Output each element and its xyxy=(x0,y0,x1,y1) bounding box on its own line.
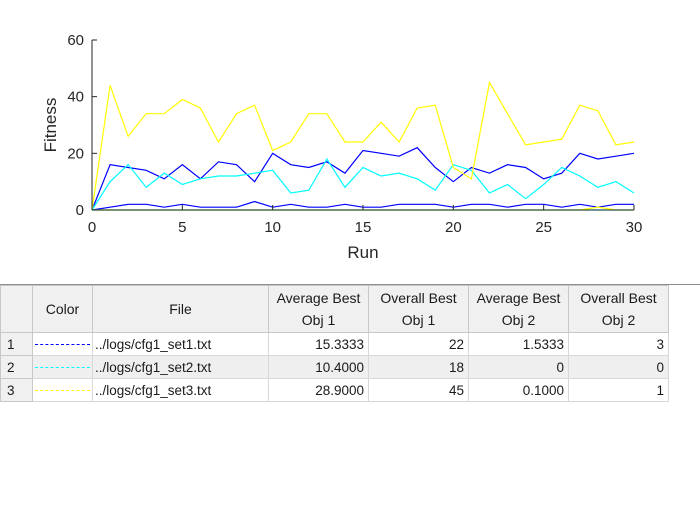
x-tick-label: 15 xyxy=(355,219,372,236)
x-axis-label: Run xyxy=(347,243,378,262)
column-header-overall-obj2[interactable]: Overall Best Obj 2 xyxy=(568,285,669,333)
results-table-panel: Color File Average Best Obj 1 Overall Bes… xyxy=(0,284,700,525)
series-line-1 xyxy=(91,146,635,211)
column-header-avg-obj1[interactable]: Average Best Obj 1 xyxy=(268,285,369,333)
file-cell[interactable]: ../logs/cfg1_set1.txt xyxy=(92,332,269,356)
x-tick-label: 5 xyxy=(178,219,186,236)
avg-obj2-cell[interactable]: 0 xyxy=(468,355,569,379)
overall-obj2-cell[interactable]: 0 xyxy=(568,355,669,379)
avg-obj2-cell[interactable]: 1.5333 xyxy=(468,332,569,356)
column-header-file[interactable]: File xyxy=(92,285,269,333)
x-tick-label: 10 xyxy=(264,219,281,236)
line-color-swatch[interactable] xyxy=(32,332,93,356)
table-header-row: Color File Average Best Obj 1 Overall Bes… xyxy=(0,285,669,333)
overall-obj1-cell[interactable]: 45 xyxy=(368,378,469,402)
column-header-color[interactable]: Color xyxy=(32,285,93,333)
y-tick-label: 40 xyxy=(67,89,84,106)
x-tick-label: 0 xyxy=(88,219,96,236)
row-number[interactable]: 3 xyxy=(0,378,33,402)
chart-svg: 0 5 10 15 20 25 30 0 20 40 60 Run Fitness xyxy=(41,32,643,262)
y-tick-label: 20 xyxy=(67,145,84,162)
column-header-overall-obj1[interactable]: Overall Best Obj 1 xyxy=(368,285,469,333)
overall-obj1-cell[interactable]: 22 xyxy=(368,332,469,356)
swatch-line xyxy=(35,367,90,368)
avg-obj1-cell[interactable]: 10.4000 xyxy=(268,355,369,379)
y-tick-label: 0 xyxy=(76,202,84,219)
avg-obj2-cell[interactable]: 0.1000 xyxy=(468,378,569,402)
y-tick-label: 60 xyxy=(67,32,84,49)
row-number[interactable]: 2 xyxy=(0,355,33,379)
fitness-chart: 0 5 10 15 20 25 30 0 20 40 60 Run Fitness xyxy=(41,32,643,262)
series-line-3 xyxy=(91,80,635,211)
row-number[interactable]: 1 xyxy=(0,332,33,356)
swatch-line xyxy=(35,344,90,345)
x-tick-label: 25 xyxy=(535,219,552,236)
y-axis-label: Fitness xyxy=(41,98,60,153)
results-table: Color File Average Best Obj 1 Overall Bes… xyxy=(0,285,669,402)
file-cell[interactable]: ../logs/cfg1_set3.txt xyxy=(92,378,269,402)
avg-obj1-cell[interactable]: 15.3333 xyxy=(268,332,369,356)
x-tick-label: 20 xyxy=(445,219,462,236)
series-line-2 xyxy=(91,157,635,211)
table-row[interactable]: 3 ../logs/cfg1_set3.txt 28.9000 45 0.100… xyxy=(0,378,669,402)
overall-obj2-cell[interactable]: 1 xyxy=(568,378,669,402)
table-row[interactable]: 2 ../logs/cfg1_set2.txt 10.4000 18 0 0 xyxy=(0,355,669,379)
corner-header xyxy=(0,285,33,333)
overall-obj2-cell[interactable]: 3 xyxy=(568,332,669,356)
avg-obj1-cell[interactable]: 28.9000 xyxy=(268,378,369,402)
overall-obj1-cell[interactable]: 18 xyxy=(368,355,469,379)
file-cell[interactable]: ../logs/cfg1_set2.txt xyxy=(92,355,269,379)
line-color-swatch[interactable] xyxy=(32,378,93,402)
column-header-avg-obj2[interactable]: Average Best Obj 2 xyxy=(468,285,569,333)
table-row[interactable]: 1 ../logs/cfg1_set1.txt 15.3333 22 1.533… xyxy=(0,332,669,356)
swatch-line xyxy=(35,390,90,391)
x-tick-label: 30 xyxy=(626,219,643,236)
line-color-swatch[interactable] xyxy=(32,355,93,379)
